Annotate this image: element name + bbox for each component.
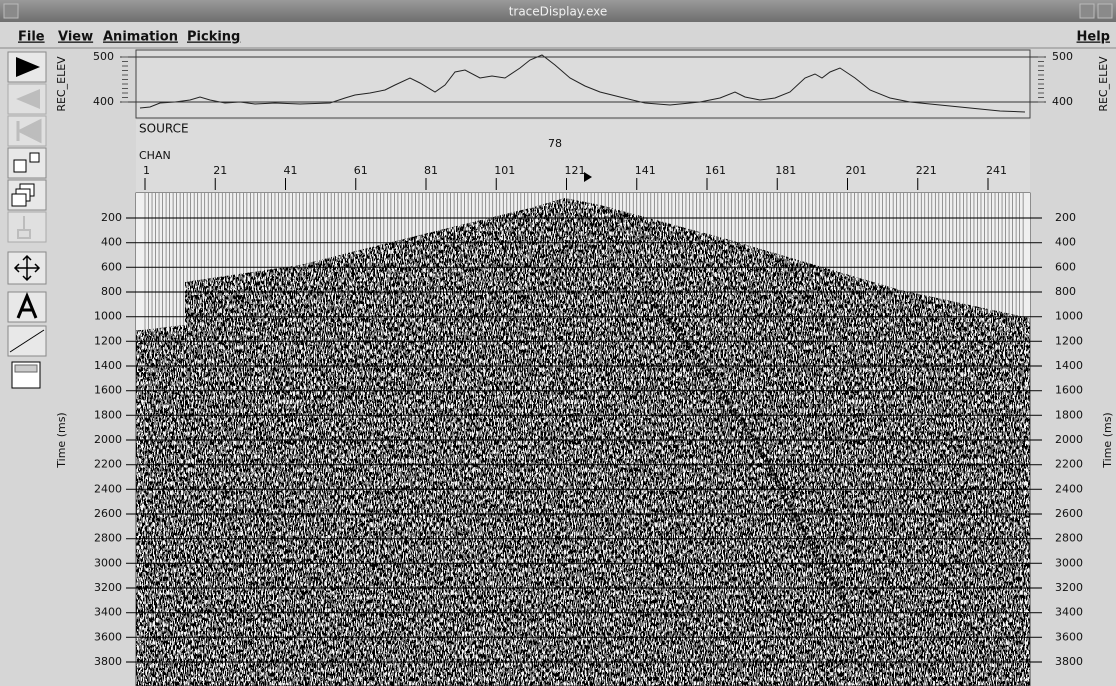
time-tick-label: 1600 [94, 384, 122, 397]
channel-tick-label: 221 [916, 164, 937, 177]
time-tick-label: 400 [101, 236, 122, 249]
time-tick-label: 3400 [94, 606, 122, 619]
channel-tick-label: 61 [354, 164, 368, 177]
time-axes: 200 200 400 400 600 600 800 800 1000 1000 1200 1200… [94, 211, 1083, 668]
channel-tick-label: 141 [635, 164, 656, 177]
time-label: Time (ms) [1101, 412, 1114, 468]
window-menu-button[interactable] [3, 3, 19, 19]
elevation-tick-label: 500 [1052, 50, 1073, 63]
channel-tick-label: 241 [986, 164, 1007, 177]
elevation-axes: 500 500 400 400 [93, 50, 1073, 108]
menu-help[interactable]: Help [1077, 30, 1110, 45]
time-tick-label: 1200 [1055, 334, 1083, 347]
menu-item[interactable]: Animation [103, 30, 178, 45]
tile-icon [13, 159, 27, 173]
menu-item[interactable]: View [58, 30, 93, 45]
time-tick-label: 800 [101, 285, 122, 298]
pan-icon [13, 254, 41, 282]
time-tick-label: 3000 [1055, 556, 1083, 569]
elevation-curve [139, 54, 1026, 113]
time-tick-label: 2200 [94, 458, 122, 471]
time-tick-label: 2400 [1055, 482, 1083, 495]
elevation-tick-label: 500 [93, 50, 114, 63]
time-tick-label: 2600 [1055, 507, 1083, 520]
time-tick-label: 800 [1055, 285, 1076, 298]
time-tick-label: 3800 [94, 655, 122, 668]
header-panel [136, 120, 1030, 192]
elevation-tick-label: 400 [93, 95, 114, 108]
time-tick-label: 3000 [94, 556, 122, 569]
time-tick-label: 2000 [94, 433, 122, 446]
menu-item[interactable]: File [18, 30, 45, 45]
title-bar [0, 0, 1116, 22]
time-tick-label: 3200 [94, 581, 122, 594]
channel-tick-label: 181 [775, 164, 796, 177]
time-label: Time (ms) [55, 412, 68, 468]
time-tick-label: 2600 [94, 507, 122, 520]
channel-tick-label: 121 [565, 164, 586, 177]
time-tick-label: 3400 [1055, 606, 1083, 619]
channel-tick-label: 1 [143, 164, 150, 177]
source-marker [584, 172, 592, 182]
time-tick-label: 2200 [1055, 458, 1083, 471]
tile-icon [29, 152, 40, 163]
time-tick-label: 2800 [94, 532, 122, 545]
time-tick-label: 600 [101, 260, 122, 273]
time-tick-label: 200 [1055, 211, 1076, 224]
channel-tick-label: 101 [494, 164, 515, 177]
back-icon [16, 89, 40, 109]
time-tick-label: 600 [1055, 260, 1076, 273]
elevation-label: REC_ELEV [1097, 56, 1110, 112]
brush-icon [17, 216, 31, 239]
channel-tick-label: 161 [705, 164, 726, 177]
channel-tick-label: 21 [213, 164, 227, 177]
menu-bar: File View Animation Picking [18, 30, 240, 45]
time-tick-label: 1400 [1055, 359, 1083, 372]
time-tick-label: 1200 [94, 334, 122, 347]
channel-tick-label: 201 [846, 164, 867, 177]
maximize-button[interactable] [1097, 3, 1113, 19]
time-tick-label: 400 [1055, 236, 1076, 249]
elevation-label: REC_ELEV [55, 56, 68, 112]
source-label: SOURCE [139, 122, 189, 136]
cascade-icon [11, 193, 27, 207]
time-tick-label: 2400 [94, 482, 122, 495]
window-title: traceDisplay.exe [509, 5, 608, 19]
time-tick-label: 1800 [1055, 408, 1083, 421]
play-icon [16, 57, 40, 77]
channel-axis: 1 21 41 61 81 101 121 141 161 181 201 221 241 [143, 164, 1007, 190]
max-icon [14, 364, 38, 373]
annotate-icon [16, 292, 38, 319]
time-tick-label: 3200 [1055, 581, 1083, 594]
channel-tick-label: 81 [424, 164, 438, 177]
time-tick-label: 3600 [1055, 630, 1083, 643]
chan-label: CHAN [139, 149, 171, 162]
time-tick-label: 1000 [94, 310, 122, 323]
time-tick-label: 1000 [1055, 310, 1083, 323]
time-tick-label: 2000 [1055, 433, 1083, 446]
toolbar [7, 51, 47, 389]
menu-item[interactable]: Picking [187, 30, 240, 45]
first-icon [16, 118, 42, 144]
velocity-icon [9, 329, 45, 353]
minimize-button[interactable] [1079, 3, 1095, 19]
channel-tick-label: 41 [284, 164, 298, 177]
time-tick-label: 1800 [94, 408, 122, 421]
time-tick-label: 3600 [94, 630, 122, 643]
elevation-tick-label: 400 [1052, 95, 1073, 108]
time-tick-label: 1400 [94, 359, 122, 372]
time-tick-label: 200 [101, 211, 122, 224]
time-tick-label: 3800 [1055, 655, 1083, 668]
time-tick-label: 1600 [1055, 384, 1083, 397]
elevation-panel [135, 49, 1031, 119]
source-value: 78 [548, 137, 562, 150]
time-tick-label: 2800 [1055, 532, 1083, 545]
